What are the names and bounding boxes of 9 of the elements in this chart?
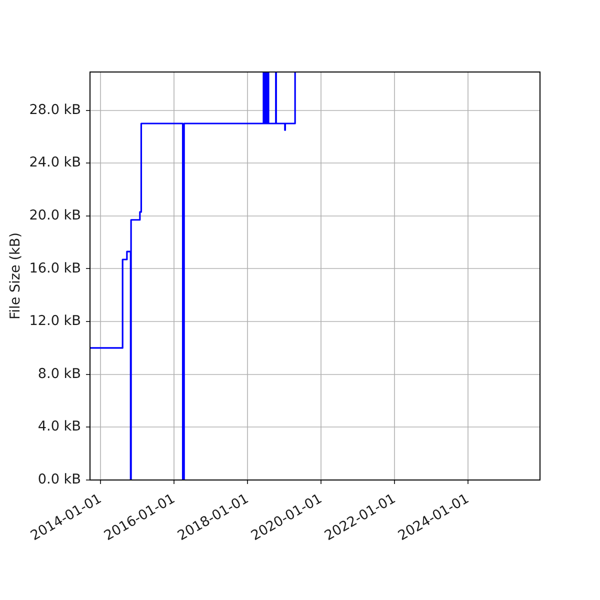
y-tick-label: 4.0 kB — [38, 418, 81, 435]
y-tick-label: 12.0 kB — [29, 313, 81, 330]
y-tick-label: 16.0 kB — [29, 260, 81, 276]
y-axis-title: File Size (kB) — [8, 232, 24, 320]
y-tick-label: 20.0 kB — [29, 207, 81, 224]
y-tick-label: 0.0 kB — [38, 472, 81, 488]
y-tick-label: 28.0 kB — [29, 102, 81, 118]
y-tick-label: 8.0 kB — [38, 366, 81, 382]
y-tick-label: 24.0 kB — [29, 154, 81, 171]
